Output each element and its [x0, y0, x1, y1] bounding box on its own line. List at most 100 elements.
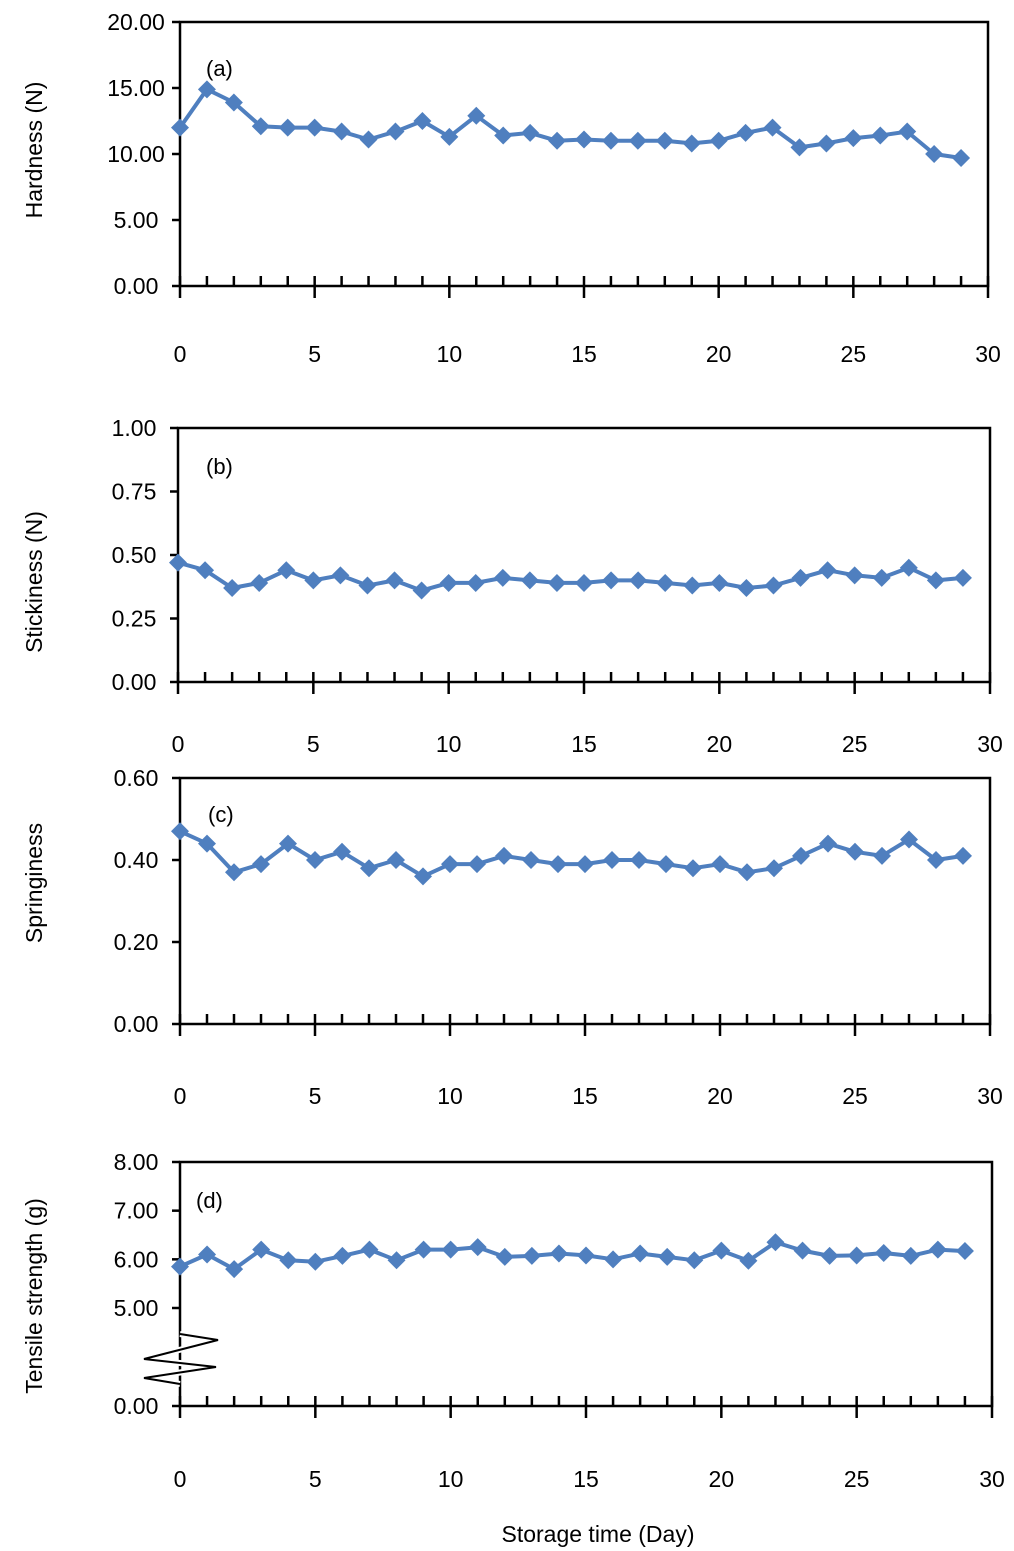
data-point	[278, 118, 297, 137]
x-tick-label: 20	[707, 731, 733, 757]
data-point	[576, 855, 594, 874]
data-point	[414, 1240, 433, 1259]
data-point	[467, 106, 486, 125]
x-tick-label: 5	[307, 731, 320, 757]
data-point	[466, 573, 485, 592]
x-tick-label: 30	[979, 1466, 1005, 1492]
data-point	[575, 130, 593, 149]
data-point	[198, 1245, 217, 1264]
x-tick-label: 5	[309, 1083, 322, 1109]
data-point	[306, 1252, 325, 1271]
axis-break-icon	[143, 1333, 219, 1385]
data-point	[387, 851, 405, 869]
data-point	[952, 148, 971, 167]
data-point	[954, 846, 972, 865]
data-point	[629, 571, 648, 590]
data-point	[251, 117, 270, 136]
y-tick-label: 6.00	[114, 1246, 159, 1272]
data-point	[441, 1240, 460, 1259]
data-point	[847, 1246, 866, 1265]
data-point	[844, 129, 863, 148]
data-point	[306, 851, 324, 869]
data-point	[874, 1244, 893, 1263]
data-point	[953, 568, 972, 587]
data-point	[333, 1246, 352, 1265]
chart-panel-4: 0.00 5.00 6.00 7.00 8.00 0 5 10 15 20 25 30 (d) Tensi…	[21, 1149, 1005, 1492]
x-tick-label: 5	[308, 341, 321, 367]
y-tick-label: 0.00	[114, 1011, 159, 1037]
data-point	[685, 1251, 704, 1270]
data-point	[252, 1240, 271, 1259]
series-line	[179, 1240, 966, 1272]
chart-panel-2: 0.00 0.25 0.50 0.75 1.00 0 5 10 15 20 25 30 (b) Stick…	[21, 415, 1003, 757]
y-axis-title: Springiness	[21, 823, 47, 943]
data-point	[898, 122, 917, 141]
data-point	[845, 566, 864, 585]
data-point	[387, 1251, 406, 1270]
panel-label: (a)	[206, 56, 233, 81]
data-point	[305, 118, 324, 137]
data-point	[790, 138, 809, 157]
data-point	[602, 571, 621, 590]
data-point	[791, 568, 810, 587]
data-point	[493, 568, 512, 587]
y-tick-label: 0.40	[114, 847, 159, 873]
data-point	[331, 566, 350, 585]
x-tick-label: 10	[438, 1466, 464, 1492]
panels: 0.00 5.00 10.00 15.00 20.00 0 5 10 15 20 25 30 (a) Ha…	[21, 9, 1005, 1492]
data-point	[549, 855, 567, 874]
data-point	[766, 1233, 785, 1252]
x-tick-label: 15	[573, 1466, 599, 1492]
data-point	[927, 851, 945, 869]
x-tick-label: 25	[842, 731, 868, 757]
y-tick-label: 0.00	[114, 273, 159, 299]
data-point	[521, 123, 540, 142]
data-point	[656, 573, 675, 592]
data-point	[817, 134, 836, 153]
x-tick-label: 25	[841, 341, 867, 367]
data-point	[739, 1251, 758, 1270]
data-point	[873, 846, 891, 865]
data-point	[548, 131, 567, 150]
data-point	[171, 1257, 189, 1276]
data-point	[223, 579, 242, 598]
x-tick-label: 30	[975, 341, 1001, 367]
data-point	[658, 1247, 677, 1266]
data-point	[712, 1241, 731, 1260]
data-point	[277, 561, 296, 580]
x-tick-label: 0	[174, 341, 187, 367]
data-point	[441, 855, 459, 874]
data-point	[522, 1246, 541, 1265]
y-tick-label: 7.00	[114, 1198, 159, 1224]
data-point	[575, 573, 593, 592]
data-point	[252, 855, 270, 874]
y-tick-label: 0.75	[112, 479, 157, 505]
x-tick-label: 10	[437, 341, 463, 367]
data-point	[764, 576, 783, 595]
data-point	[225, 863, 243, 882]
data-point	[522, 851, 540, 869]
data-point	[196, 561, 215, 580]
panel-label: (c)	[208, 802, 234, 827]
data-point	[709, 131, 728, 150]
data-point	[279, 1251, 298, 1270]
data-point	[468, 1238, 487, 1257]
data-point	[628, 131, 647, 150]
x-tick-label: 25	[842, 1083, 868, 1109]
data-point	[386, 122, 405, 141]
panel-label: (d)	[196, 1188, 223, 1213]
x-tick-label: 20	[707, 1083, 733, 1109]
data-point	[925, 145, 944, 163]
data-point	[225, 1260, 244, 1279]
data-point	[440, 127, 459, 146]
x-tick-label: 15	[572, 1083, 598, 1109]
data-point	[631, 1244, 650, 1263]
data-point	[604, 1250, 623, 1269]
data-point	[738, 863, 756, 882]
plot-frame	[176, 426, 992, 684]
data-point	[520, 571, 539, 590]
series-line	[178, 87, 962, 160]
data-point	[197, 80, 216, 99]
y-tick-label: 20.00	[107, 9, 165, 35]
